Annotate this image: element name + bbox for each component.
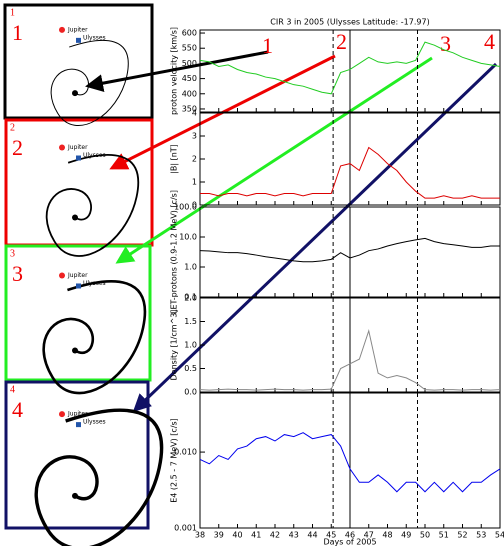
jupiter [59, 26, 65, 33]
sun [72, 347, 78, 354]
y-axis-label: E4 (2.5 - 7 MeV) [c/s] [170, 418, 179, 503]
x-tick-label: 53 [476, 531, 486, 540]
frame-tag: 3 [10, 248, 15, 259]
jupiter-label: Jupiter [67, 411, 88, 418]
series-line [199, 432, 501, 493]
y-tick-label: 0 [192, 201, 197, 210]
frame-tag: 2 [10, 122, 15, 133]
x-tick-label: 47 [364, 531, 374, 540]
ulysses [76, 422, 81, 428]
x-tick-label: 48 [382, 531, 392, 540]
y-tick-label: 500 [182, 59, 197, 68]
series-line [199, 329, 501, 391]
y-tick-label: 550 [182, 44, 197, 53]
y-axis-label: Density [1/cm^3] [170, 310, 179, 381]
y-axis-label: proton velocity [km/s] [170, 27, 179, 115]
series-line [199, 41, 501, 95]
x-tick-label: 41 [251, 531, 261, 540]
jupiter-label: Jupiter [67, 272, 88, 279]
ulysses-label: Ulysses [83, 280, 106, 287]
frame [4, 380, 150, 530]
y-axis-label: LET-protons (0.9-1.2 MeV) [c/s] [170, 190, 179, 314]
ulysses-label: Ulysses [83, 34, 106, 41]
annotation: 1 [262, 33, 273, 58]
sun [72, 90, 78, 97]
frame [4, 244, 152, 382]
x-tick-label: 54 [495, 531, 504, 540]
x-tick-label: 44 [307, 531, 317, 540]
arrow [85, 50, 269, 93]
x-tick-label: 51 [439, 531, 449, 540]
y-tick-label: 10.0 [179, 233, 197, 242]
ulysses [76, 155, 81, 161]
frame-number: 3 [12, 261, 23, 286]
annotation: 4 [484, 29, 495, 54]
jupiter [59, 144, 65, 151]
jupiter-label: Jupiter [67, 144, 88, 151]
x-tick-label: 38 [195, 531, 205, 540]
x-tick-label: 52 [457, 531, 467, 540]
y-tick-label: 1 [192, 178, 197, 187]
frame-tag: 4 [10, 384, 15, 395]
orbit-spiral [42, 280, 147, 395]
arrows [85, 50, 498, 413]
y-tick-label: 1.0 [184, 341, 197, 350]
series-line [200, 146, 500, 199]
y-axis-label: |B| [nT] [170, 144, 179, 174]
frame-tag: 1 [10, 7, 15, 18]
y-tick-label: 600 [182, 29, 197, 38]
x-tick-label: 46 [345, 531, 355, 540]
orbit-spiral [50, 39, 129, 126]
y-tick-label: 400 [182, 89, 197, 98]
y-tick-label: 0.5 [184, 364, 197, 373]
x-tick-label: 42 [270, 531, 280, 540]
series-line [199, 237, 500, 263]
y-tick-label: 2.0 [184, 294, 197, 303]
y-tick-label: 0.001 [174, 524, 197, 533]
y-tick-label: 1.0 [184, 263, 197, 272]
ulysses [76, 37, 81, 43]
y-tick-label: 450 [182, 74, 197, 83]
jupiter [59, 411, 65, 418]
x-tick-label: 39 [214, 531, 224, 540]
y-tick-label: 0.010 [174, 448, 197, 457]
y-tick-label: 2 [192, 155, 197, 164]
frame-number: 2 [12, 135, 23, 160]
x-tick-label: 40 [232, 531, 242, 540]
x-tick-label: 50 [420, 531, 430, 540]
orbit-frames [3, 3, 154, 530]
y-tick-label: 0.0 [184, 388, 197, 397]
orbit-spiral [45, 154, 140, 257]
x-tick-label: 43 [289, 531, 299, 540]
frame-number: 4 [12, 397, 23, 422]
frame-number: 1 [12, 20, 23, 45]
y-tick-label: 4 [192, 109, 197, 118]
ulysses-label: Ulysses [83, 419, 106, 426]
frame [3, 3, 154, 120]
x-axis-label: Days of 2005 [323, 538, 376, 546]
frame [4, 118, 154, 247]
orbit-spiral [34, 408, 164, 546]
x-tick-label: 49 [401, 531, 411, 540]
ulysses-label: Ulysses [83, 152, 106, 159]
y-tick-label: 0.1 [184, 293, 197, 302]
jupiter-label: Jupiter [67, 26, 88, 33]
x-tick-label: 45 [326, 531, 336, 540]
arrow [132, 62, 498, 413]
sun [72, 492, 78, 499]
chart-title: CIR 3 in 2005 (Ulysses Latitude: -17.97) [270, 18, 429, 27]
arrow [115, 56, 433, 264]
annotation: 3 [440, 31, 451, 56]
jupiter [59, 272, 65, 279]
y-tick-label: 3 [192, 132, 197, 141]
sun [72, 214, 78, 221]
annotation: 2 [336, 29, 347, 54]
y-tick-label: 100.0 [174, 203, 197, 212]
ulysses [76, 283, 81, 289]
y-tick-label: 350 [182, 104, 197, 113]
y-tick-label: 1.5 [184, 317, 197, 326]
